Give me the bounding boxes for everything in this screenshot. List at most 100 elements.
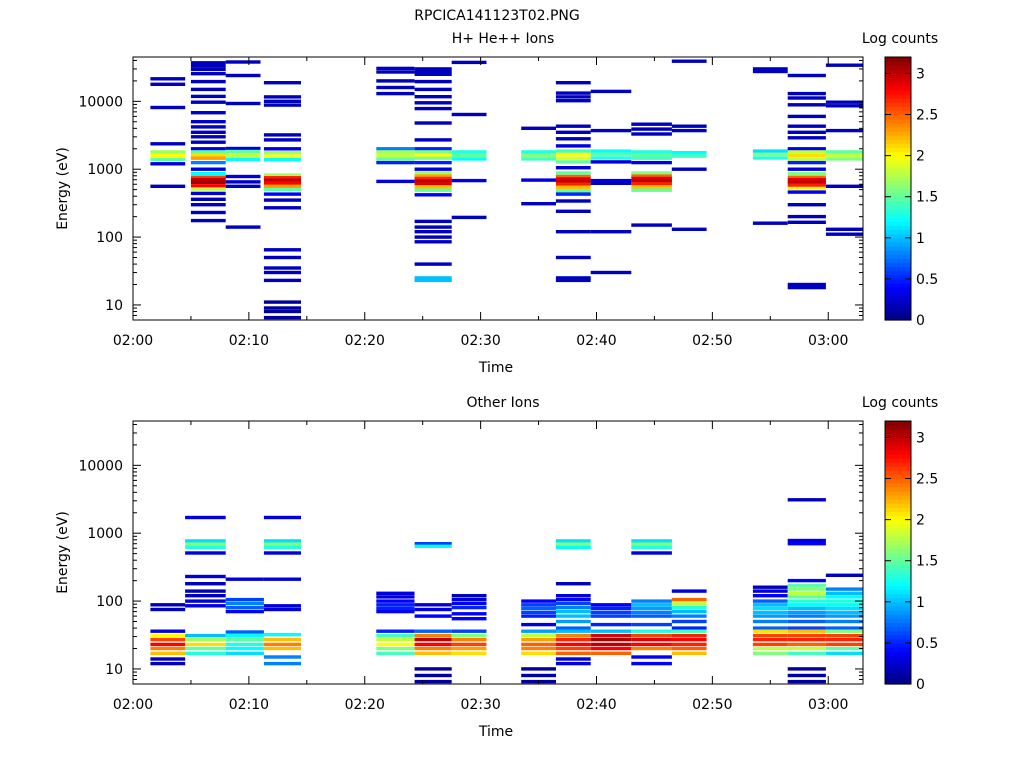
colorbar-segment xyxy=(885,200,911,206)
heatmap-cell xyxy=(825,626,863,630)
heatmap-cell xyxy=(150,150,186,154)
heatmap-cell xyxy=(190,210,226,215)
heatmap-cell xyxy=(521,153,556,157)
colorbar-segment xyxy=(885,283,911,288)
heatmap-cell xyxy=(263,95,301,99)
plot-frame xyxy=(132,420,864,685)
heatmap-cell xyxy=(752,156,788,160)
x-tick-label: 02:00 xyxy=(113,697,153,713)
colorbar-segment xyxy=(885,474,911,480)
colorbar-segment xyxy=(885,176,911,181)
heatmap-cell xyxy=(185,604,226,608)
y-tick-label: 10 xyxy=(105,298,123,314)
heatmap-cell xyxy=(190,184,226,188)
heatmap-cell xyxy=(787,103,826,107)
heatmap-cell xyxy=(787,136,826,140)
colorbar-segment xyxy=(885,167,911,173)
heatmap-cell xyxy=(414,121,452,125)
colorbar-segment xyxy=(885,659,911,665)
heatmap-cell xyxy=(631,633,672,638)
heatmap-cell xyxy=(185,651,226,655)
x-tick-label: 02:50 xyxy=(692,697,732,713)
heatmap-cell xyxy=(225,577,264,581)
heatmap-cell xyxy=(190,160,226,165)
heatmap-cell xyxy=(190,135,226,139)
heatmap-cell xyxy=(225,642,264,647)
heatmap-cell xyxy=(451,629,487,633)
heatmap-cell xyxy=(671,601,707,606)
heatmap-cell xyxy=(263,99,301,103)
colorbar-segment xyxy=(885,106,911,112)
heatmap-cell xyxy=(590,178,632,183)
heatmap-cell xyxy=(190,111,226,115)
heatmap-cell xyxy=(225,630,264,634)
heatmap-cell xyxy=(225,651,264,655)
heatmap-cell xyxy=(414,87,452,92)
heatmap-cell xyxy=(787,285,826,290)
heatmap-cell xyxy=(555,99,591,103)
heatmap-cell xyxy=(555,633,591,638)
heatmap-cell xyxy=(631,610,672,615)
colorbar-segment xyxy=(885,135,911,140)
heatmap-cell xyxy=(555,144,591,148)
heatmap-cell xyxy=(414,193,452,197)
y-axis-label: Energy (eV) xyxy=(55,147,71,230)
colorbar-segment xyxy=(885,610,911,615)
heatmap-cell xyxy=(150,142,186,146)
heatmap-cell xyxy=(555,160,591,164)
heatmap-cell xyxy=(451,215,487,220)
heatmap-cell xyxy=(521,603,556,607)
heatmap-cell xyxy=(590,614,632,618)
heatmap-cell xyxy=(185,551,226,555)
heatmap-cell xyxy=(414,651,452,655)
heatmap-cell xyxy=(555,626,591,630)
heatmap-cell xyxy=(376,603,415,607)
heatmap-cell xyxy=(521,606,556,611)
heatmap-cell xyxy=(631,614,672,618)
colorbar-segment xyxy=(885,531,911,537)
heatmap-cell xyxy=(263,138,301,142)
heatmap-cell xyxy=(787,642,826,647)
heatmap-cell xyxy=(787,538,826,543)
colorbar-tick-label: 2 xyxy=(916,149,925,165)
heatmap-cell xyxy=(263,515,301,520)
heatmap-cell xyxy=(263,206,301,210)
heatmap-cell xyxy=(555,255,591,260)
heatmap-cell xyxy=(451,60,487,65)
heatmap-cell xyxy=(225,601,264,606)
x-axis-label: Time xyxy=(478,724,513,740)
heatmap-cell xyxy=(376,79,415,83)
heatmap-cell xyxy=(414,642,452,647)
heatmap-cell xyxy=(190,167,226,171)
heatmap-cell xyxy=(555,95,591,99)
heatmap-cell xyxy=(590,181,632,185)
heatmap-cell xyxy=(671,609,707,614)
heatmap-cell xyxy=(521,178,556,182)
heatmap-cell xyxy=(451,594,487,598)
heatmap-cell xyxy=(263,173,301,177)
heatmap-cell xyxy=(414,150,452,154)
heatmap-cell xyxy=(825,128,863,133)
heatmap-cell xyxy=(631,185,672,189)
heatmap-cell xyxy=(631,622,672,627)
heatmap-cell xyxy=(631,179,672,183)
heatmap-cell xyxy=(752,152,788,157)
heatmap-cell xyxy=(631,174,672,178)
colorbar-segment xyxy=(885,494,911,500)
x-tick-label: 02:20 xyxy=(345,333,385,349)
colorbar-segment xyxy=(885,130,911,136)
heatmap-cell xyxy=(376,646,415,651)
heatmap-cell xyxy=(555,594,591,598)
heatmap-cell xyxy=(414,69,452,74)
heatmap-cell xyxy=(752,589,788,593)
heatmap-cell xyxy=(414,276,452,280)
colorbar-segment xyxy=(885,437,911,443)
colorbar-segment xyxy=(885,61,911,66)
colorbar-segment xyxy=(885,486,911,492)
colorbar-segment xyxy=(885,466,911,471)
heatmap-cell xyxy=(521,667,556,671)
heatmap-cell xyxy=(376,179,415,184)
heatmap-cell xyxy=(414,185,452,189)
heatmap-cell xyxy=(631,188,672,192)
heatmap-cell xyxy=(671,637,707,642)
